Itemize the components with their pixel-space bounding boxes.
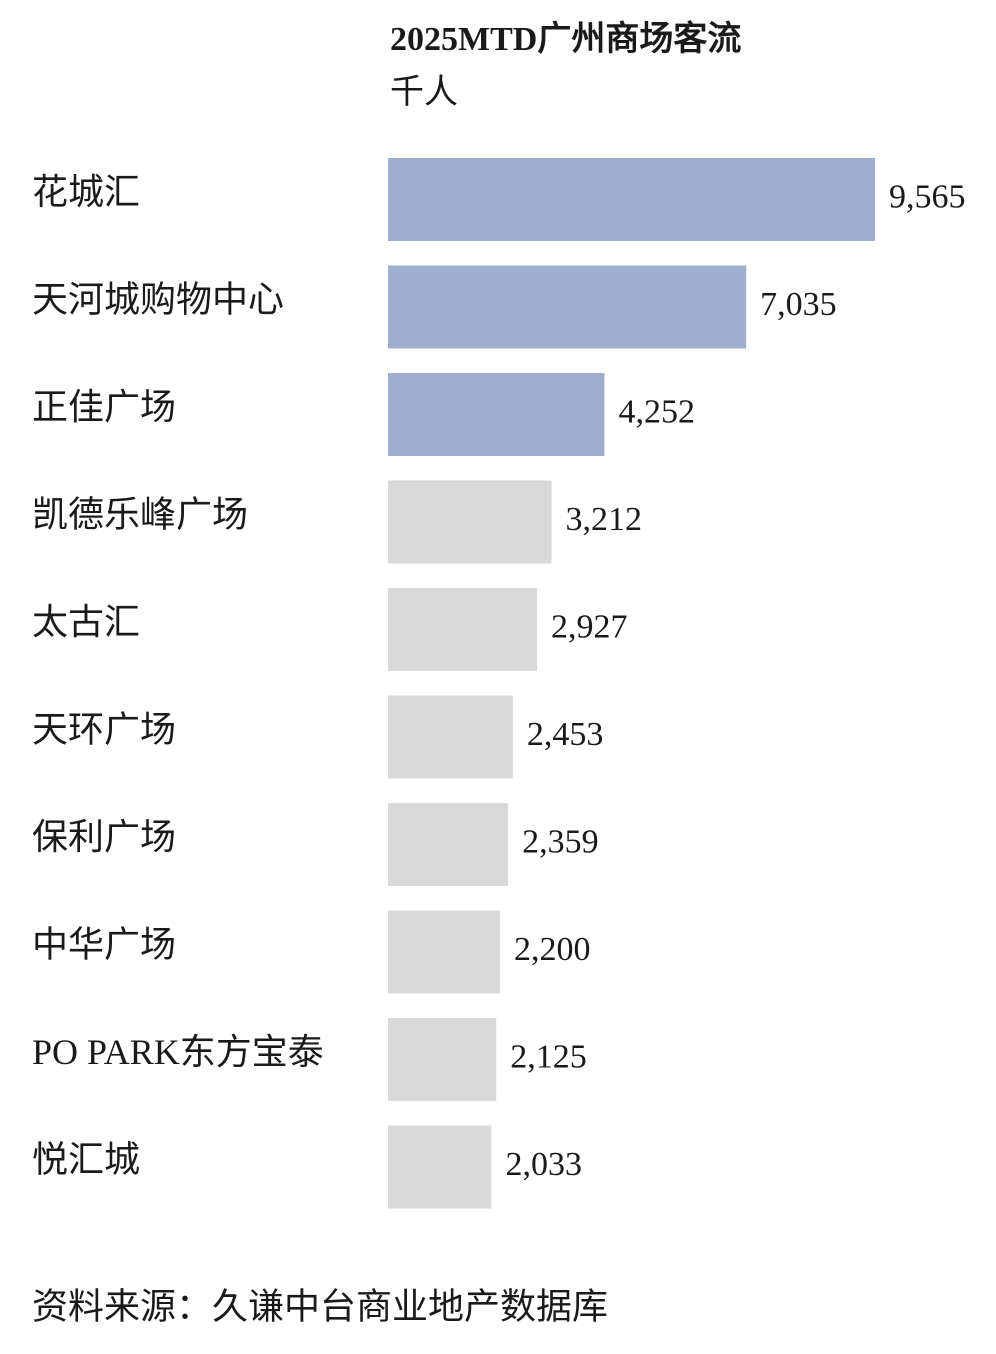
category-label: 天河城购物中心 (32, 279, 284, 319)
bar (388, 803, 509, 886)
value-label: 2,359 (522, 823, 599, 860)
category-label: 悦汇城 (32, 1139, 140, 1179)
value-label: 3,212 (566, 501, 643, 538)
bar (388, 373, 605, 456)
value-label: 2,125 (510, 1038, 587, 1075)
value-label: 2,453 (527, 716, 604, 753)
chart-title: 2025MTD广州商场客流 (390, 19, 741, 58)
bar (388, 588, 538, 671)
source-note: 资料来源：久谦中台商业地产数据库 (32, 1286, 608, 1326)
bar (388, 910, 501, 994)
bar (388, 1125, 492, 1209)
bar (388, 1018, 497, 1101)
chart-subtitle: 千人 (390, 74, 458, 111)
value-label: 2,200 (514, 931, 591, 968)
category-label: 天环广场 (32, 709, 176, 749)
value-label: 9,565 (889, 178, 966, 215)
category-label: 太古汇 (32, 602, 140, 642)
bar (388, 158, 875, 241)
value-label: 4,252 (618, 393, 695, 430)
value-label: 2,927 (551, 608, 628, 645)
category-label: PO PARK东方宝泰 (32, 1032, 324, 1072)
category-label: 中华广场 (32, 924, 176, 964)
bar (388, 480, 552, 564)
bar (388, 265, 747, 349)
value-label: 2,033 (506, 1146, 583, 1183)
bar (388, 695, 513, 779)
value-label: 7,035 (760, 286, 837, 323)
category-label: 凯德乐峰广场 (32, 494, 248, 534)
category-label: 正佳广场 (32, 387, 176, 427)
category-label: 保利广场 (32, 817, 176, 857)
category-label: 花城汇 (32, 172, 140, 212)
